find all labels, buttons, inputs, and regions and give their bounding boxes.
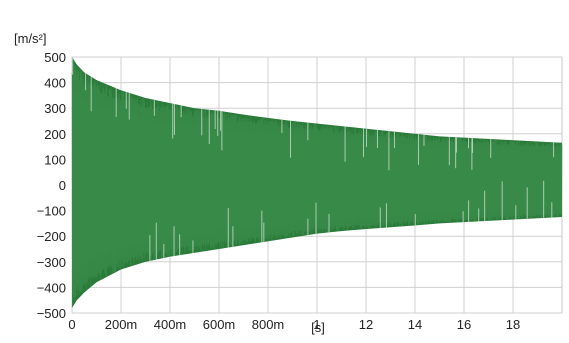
signal-dropout <box>307 218 309 236</box>
signal-dropout <box>471 138 473 170</box>
signal-dropout <box>173 103 175 135</box>
y-tick-label: 100 <box>44 152 66 167</box>
signal-dropout <box>478 208 480 222</box>
signal-dropout <box>455 137 457 169</box>
signal-dropout <box>220 110 222 131</box>
x-tick-label: 14 <box>408 317 422 332</box>
signal-dropout <box>471 138 473 153</box>
signal-dropout <box>490 139 492 158</box>
signal-dropout <box>468 200 470 222</box>
signal-dropout <box>376 129 378 148</box>
signal-oscillation <box>71 63 563 307</box>
x-tick-label: 12 <box>359 317 373 332</box>
signal-dropout <box>501 181 503 221</box>
x-tick-label: 16 <box>457 317 471 332</box>
signal-dropout <box>315 202 317 234</box>
x-tick-label: 600m <box>203 317 236 332</box>
signal-dropout <box>455 137 457 153</box>
y-axis-label: [m/s²] <box>14 31 47 46</box>
y-tick-label: −200 <box>37 229 66 244</box>
signal-dropout <box>328 213 330 233</box>
signal-dropout <box>192 240 194 254</box>
signal-dropout <box>423 134 425 146</box>
signal-dropout <box>85 72 87 91</box>
y-tick-label: 500 <box>44 50 66 65</box>
x-tick-label: 400m <box>154 317 187 332</box>
signal-dropout <box>155 222 157 260</box>
y-tick-label: −500 <box>37 306 66 321</box>
signal-dropout <box>379 207 381 229</box>
signal-dropout <box>163 243 165 259</box>
signal-dropout <box>232 226 234 247</box>
signal-dropout <box>263 222 265 243</box>
signal-dropout <box>90 76 92 112</box>
y-tick-label: −400 <box>37 280 66 295</box>
signal-dropout <box>208 109 210 144</box>
signal-dropout <box>180 105 182 118</box>
signal-dropout <box>468 137 470 149</box>
signal-dropout <box>149 235 151 261</box>
y-tick-label: 0 <box>59 178 66 193</box>
signal-dropout <box>344 126 346 162</box>
signal-dropout <box>289 120 291 158</box>
signal-dropout <box>484 190 486 222</box>
signal-dropout <box>366 128 367 147</box>
y-tick-label: 200 <box>44 127 66 142</box>
signal-dropout <box>363 128 364 158</box>
x-axis-label: [s] <box>311 320 325 335</box>
y-tick-label: 300 <box>44 101 66 116</box>
signal-dropout <box>388 131 390 171</box>
x-tick-label: 200m <box>105 317 138 332</box>
signal-dropout <box>448 136 450 166</box>
signal-dropout <box>543 180 545 218</box>
signal-dropout <box>261 210 263 243</box>
signal-dropout <box>221 111 223 151</box>
signal-dropout <box>551 202 553 218</box>
signal-dropout <box>307 122 309 141</box>
signal-dropout <box>153 99 155 116</box>
x-tick-label: 18 <box>506 317 520 332</box>
signal-dropout <box>553 142 555 158</box>
signal-dropout <box>526 187 528 219</box>
x-tick-label: 1 <box>313 317 320 332</box>
signal-dropout <box>201 108 203 136</box>
signal-dropout <box>385 203 387 228</box>
signal-dropout <box>125 91 127 109</box>
signal-dropout <box>417 134 419 165</box>
signal-dropout <box>115 88 117 117</box>
signal-dropout <box>414 213 416 226</box>
y-tick-label: −100 <box>37 204 66 219</box>
signal-dropout <box>281 119 283 133</box>
y-tick-label: 400 <box>44 76 66 91</box>
signal-dropout <box>72 57 74 75</box>
signal-dropout <box>214 110 216 130</box>
signal-dropout <box>172 103 174 139</box>
signal-series <box>71 57 563 308</box>
x-tick-label: 0 <box>68 317 75 332</box>
signal-dropout <box>462 211 464 223</box>
x-tick-label: 800m <box>252 317 285 332</box>
signal-dropout <box>128 92 130 120</box>
signal-dropout <box>515 205 517 220</box>
signal-dropout <box>173 226 175 257</box>
signal-dropout <box>179 234 181 256</box>
signal-dropout <box>227 207 229 248</box>
signal-dropout <box>393 131 395 149</box>
x-tick-labels: 0 200m 400m 600m 800m 1 12 14 16 18 <box>68 317 520 332</box>
signal-dropout <box>217 110 219 137</box>
y-tick-label: −300 <box>37 255 66 270</box>
y-tick-labels: 500 400 300 200 100 0 −100 −200 −300 −400 −500 <box>37 50 66 321</box>
